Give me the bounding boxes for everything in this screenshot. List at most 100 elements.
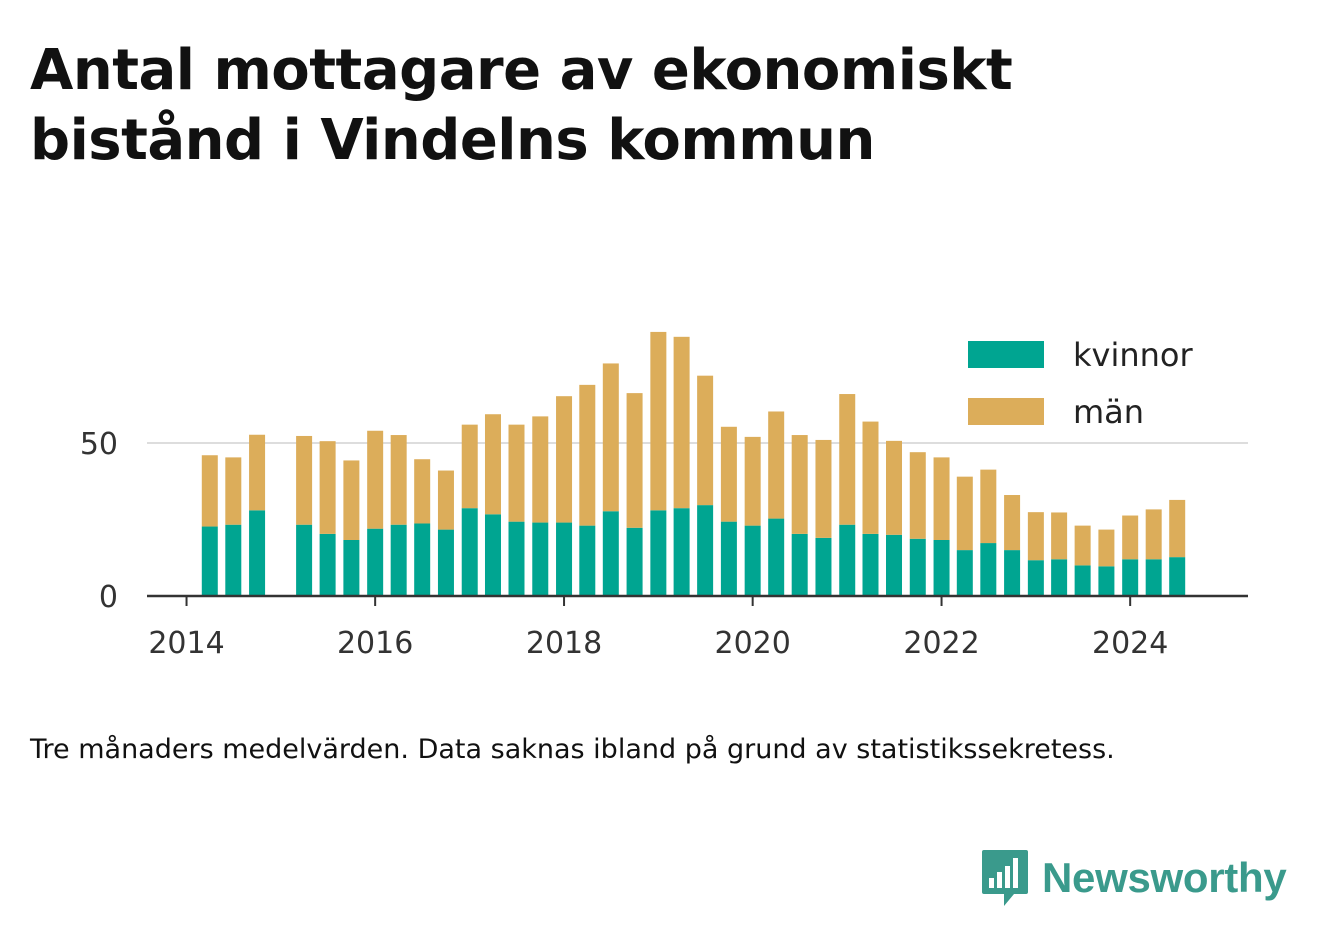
x-tick-label: 2024: [1092, 626, 1168, 661]
brand-name: Newsworthy: [1042, 854, 1287, 901]
bar-man: [343, 460, 360, 541]
legend-item-kvinnor: kvinnor: [968, 336, 1194, 374]
bar-man: [768, 411, 785, 519]
bar-man: [815, 439, 832, 538]
bar-man: [484, 414, 501, 515]
bar-man: [697, 375, 714, 506]
footnote: Tre månaders medelvärden. Data saknas ib…: [30, 734, 1115, 765]
x-axis: 2014 2016 2018 2020 2022 2024: [148, 596, 1168, 661]
bar-man: [1051, 512, 1068, 560]
legend-swatch-man: [968, 398, 1044, 425]
bar-kvinnor: [697, 505, 714, 596]
bar-kvinnor: [367, 528, 384, 596]
bar-kvinnor: [1145, 559, 1162, 596]
y-tick-label: 0: [99, 580, 118, 615]
bar-man: [532, 416, 549, 523]
bar-kvinnor: [815, 537, 832, 596]
bar-kvinnor: [1098, 566, 1115, 596]
bar-kvinnor: [886, 534, 903, 596]
bar-man: [508, 424, 525, 522]
bar-kvinnor: [650, 510, 667, 596]
legend: kvinnor män: [968, 336, 1194, 431]
bar-kvinnor: [862, 533, 879, 596]
bar-man: [909, 452, 926, 539]
bar-kvinnor: [1169, 557, 1186, 596]
bar-kvinnor: [626, 527, 643, 596]
bar-man: [602, 363, 619, 512]
bar-man: [1098, 529, 1115, 567]
bar-kvinnor: [296, 524, 313, 596]
chart-title: Antal mottagare av ekonomiskt bistånd i …: [30, 38, 1013, 173]
bar-man: [886, 440, 903, 535]
bar-kvinnor: [1004, 550, 1021, 596]
bar-kvinnor: [980, 543, 997, 596]
bar-man: [956, 476, 973, 551]
bar-man: [673, 336, 690, 509]
bar-kvinnor: [602, 511, 619, 596]
bar-kvinnor: [909, 538, 926, 596]
bar-kvinnor: [720, 521, 737, 596]
bar-man: [626, 393, 643, 528]
bar-kvinnor: [201, 526, 218, 596]
bar-kvinnor: [768, 518, 785, 596]
bar-man: [556, 396, 573, 523]
x-tick-label: 2018: [526, 626, 602, 661]
bar-man: [579, 384, 596, 526]
legend-item-man: män: [968, 393, 1144, 431]
bar-man: [862, 421, 879, 534]
x-tick-label: 2020: [714, 626, 790, 661]
bar-man: [933, 457, 950, 541]
bar-man: [1074, 525, 1091, 566]
bar-man: [367, 430, 384, 529]
bar-kvinnor: [249, 510, 266, 596]
bar-man: [720, 426, 737, 522]
x-tick-label: 2022: [903, 626, 979, 661]
bar-man: [791, 435, 808, 534]
bar-man: [437, 470, 454, 530]
y-axis: 0 50: [80, 427, 118, 615]
bar-kvinnor: [579, 525, 596, 596]
bar-kvinnor: [956, 550, 973, 596]
legend-label-man: män: [1073, 393, 1144, 431]
bar-kvinnor: [225, 524, 242, 596]
bar-man: [390, 435, 407, 525]
bar-kvinnor: [390, 524, 407, 596]
bar-kvinnor: [933, 540, 950, 596]
bar-man: [249, 434, 266, 511]
x-tick-label: 2016: [337, 626, 413, 661]
y-tick-label: 50: [80, 427, 118, 462]
legend-label-kvinnor: kvinnor: [1073, 336, 1194, 374]
bar-man: [296, 435, 313, 525]
bar-kvinnor: [484, 514, 501, 596]
legend-swatch-kvinnor: [968, 341, 1044, 368]
bar-kvinnor: [414, 523, 431, 596]
bar-kvinnor: [532, 522, 549, 596]
bar-man: [461, 424, 478, 509]
bar-kvinnor: [319, 533, 336, 596]
bar-kvinnor: [556, 522, 573, 596]
bar-man: [1145, 509, 1162, 560]
chart: 2014 2016 2018 2020 2022 2024 0 50 kvinnor män: [80, 331, 1248, 661]
bar-man: [980, 469, 997, 544]
bar-kvinnor: [673, 508, 690, 596]
bar-kvinnor: [461, 508, 478, 596]
bar-man: [650, 331, 667, 511]
bar-kvinnor: [508, 521, 525, 596]
bar-man: [744, 436, 761, 526]
bar-man: [201, 455, 218, 527]
bar-kvinnor: [1027, 560, 1044, 596]
bar-kvinnor: [1122, 559, 1139, 596]
bar-man: [414, 459, 431, 524]
bar-kvinnor: [839, 524, 856, 596]
bar-kvinnor: [1074, 565, 1091, 596]
bar-man: [225, 457, 242, 525]
bar-man: [1004, 495, 1021, 551]
bar-kvinnor: [744, 525, 761, 596]
bar-kvinnor: [1051, 559, 1068, 596]
bar-kvinnor: [343, 540, 360, 596]
brand-logo: Newsworthy: [980, 848, 1287, 908]
bar-man: [839, 394, 856, 525]
bar-man: [1169, 499, 1186, 558]
bar-kvinnor: [791, 533, 808, 596]
bar-kvinnor: [437, 529, 454, 596]
